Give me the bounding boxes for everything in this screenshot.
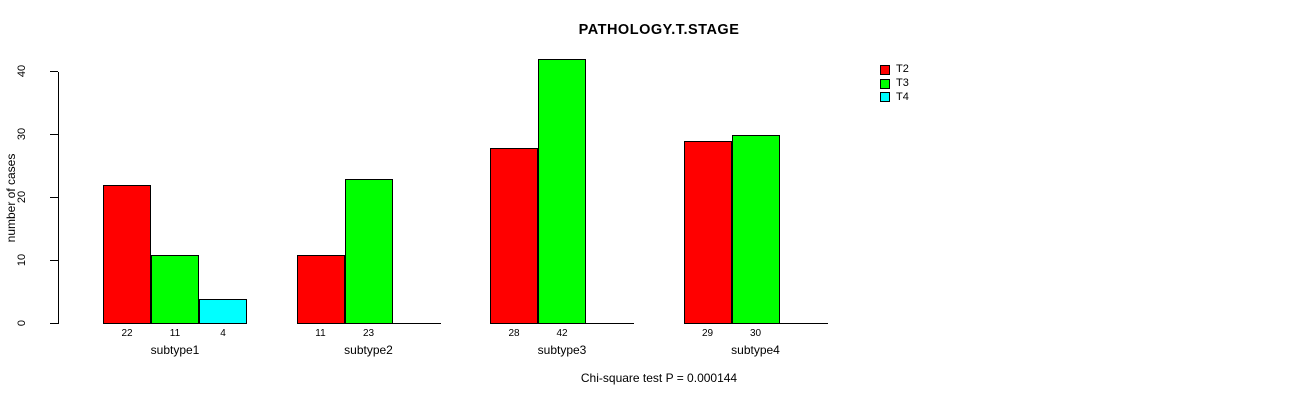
bar-value-label: 30 [749,328,762,339]
bar-value-label: 23 [362,328,375,339]
bar-subtype2-T3 [344,179,393,324]
zero-bar-subtype3-T4 [586,323,634,324]
bar-subtype3-T2 [490,147,538,324]
zero-bar-subtype4-T4 [779,323,828,324]
y-axis-tick [50,323,58,324]
bar-value-label: 29 [701,328,714,339]
bar-subtype4-T2 [683,141,732,324]
legend-item-T4: T4 [880,91,909,105]
bar-subtype1-T2 [103,185,151,324]
legend-item-T2: T2 [880,63,909,77]
bar-subtype3-T3 [538,59,586,324]
zero-bar-subtype2-T4 [392,323,441,324]
bar-subtype1-T4 [199,298,247,324]
bar-subtype4-T3 [731,135,780,324]
bar-value-label: 22 [121,328,133,339]
category-label-subtype4: subtype4 [731,343,780,357]
y-axis-tick-label: 0 [16,319,28,327]
legend: T2 T3 T4 [880,63,909,104]
category-label-subtype2: subtype2 [344,343,393,357]
category-label-subtype1: subtype1 [150,343,200,357]
y-axis-tick-label: 30 [16,127,28,141]
legend-swatch-T3 [880,78,890,89]
bar-value-label: 11 [169,328,181,339]
legend-label-T2: T2 [896,63,909,76]
legend-swatch-T2 [880,64,890,75]
bar-value-label: 42 [556,328,568,339]
legend-label-T3: T3 [896,77,909,90]
bar-value-label: 4 [220,328,226,339]
y-axis-tick [50,134,58,135]
y-axis-tick-label: 40 [16,64,28,78]
category-label-subtype3: subtype3 [537,343,587,357]
y-axis-tick [50,71,58,72]
y-axis-line [58,72,59,324]
bar-value-label: 28 [508,328,520,339]
y-axis-tick-label: 20 [16,190,28,204]
bar-value-label: 11 [315,328,326,339]
y-axis-tick [50,260,58,261]
legend-swatch-T4 [880,92,890,103]
legend-label-T4: T4 [896,90,909,103]
y-axis-tick [50,197,58,198]
bar-subtype1-T3 [151,254,199,324]
legend-item-T3: T3 [880,77,909,91]
chi-square-annotation: Chi-square test P = 0.000144 [580,371,738,385]
chart-title: PATHOLOGY.T.STAGE [578,22,740,38]
bar-subtype2-T2 [296,254,345,324]
y-axis-tick-label: 10 [16,253,28,267]
